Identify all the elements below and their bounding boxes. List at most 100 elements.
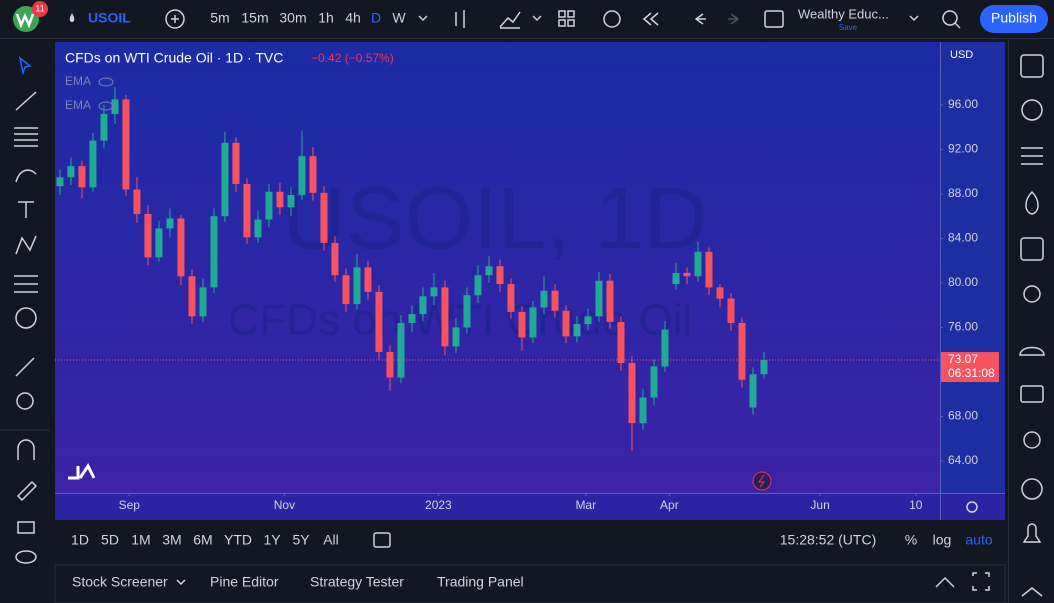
layout-box[interactable]	[764, 10, 784, 28]
range-button[interactable]: All	[323, 532, 339, 548]
data-window[interactable]	[1021, 147, 1043, 165]
chats[interactable]	[1020, 385, 1044, 403]
panel-tab[interactable]: Stock Screener	[72, 574, 168, 590]
notifications[interactable]	[1022, 523, 1042, 543]
brush-tool[interactable]	[15, 169, 37, 183]
price-axis[interactable]	[940, 42, 1005, 493]
time-axis[interactable]	[55, 493, 1005, 520]
left-toolbar	[0, 56, 50, 564]
indicator-name[interactable]: EMA	[65, 74, 91, 88]
candle-body	[507, 284, 515, 312]
range-button[interactable]: 5Y	[292, 532, 310, 548]
ruler-tool[interactable]	[15, 357, 35, 377]
cursor-tool[interactable]	[18, 56, 32, 76]
undo[interactable]	[694, 13, 706, 25]
clock[interactable]: 15:28:52 (UTC)	[780, 532, 876, 548]
range-button[interactable]: 3M	[162, 532, 181, 548]
visibility-icon[interactable]	[98, 101, 114, 111]
replay-icon[interactable]	[642, 12, 659, 26]
candle-body	[188, 276, 196, 317]
candle-body	[606, 280, 614, 322]
plus	[171, 15, 179, 23]
date-range-icon[interactable]	[373, 532, 391, 548]
indicator-name[interactable]: EMA	[65, 98, 91, 112]
candle-body	[287, 195, 295, 208]
candle-body	[705, 251, 713, 288]
interval[interactable]: 4h	[345, 10, 361, 26]
interval[interactable]: 30m	[279, 10, 306, 26]
settings[interactable]	[966, 501, 978, 513]
maximize[interactable]	[972, 572, 990, 591]
scale-option[interactable]: log	[933, 532, 952, 548]
icons-tool[interactable]	[15, 307, 37, 329]
currency[interactable]: USD	[950, 49, 973, 61]
range-button[interactable]: 1D	[71, 532, 89, 548]
interval[interactable]: 1h	[318, 10, 334, 26]
redo[interactable]	[728, 13, 740, 25]
stay-drawing[interactable]	[16, 480, 38, 502]
y-tick-label: 76.00	[948, 320, 978, 334]
publish-button[interactable]	[980, 5, 1048, 33]
candle-body	[243, 183, 251, 238]
tips[interactable]	[1023, 431, 1041, 449]
range-button[interactable]: YTD	[224, 532, 252, 548]
panel-tab[interactable]: Strategy Tester	[310, 574, 404, 590]
candle-body	[727, 298, 735, 324]
chevron[interactable]	[532, 15, 542, 22]
price-change: −0.42 (−0.57%)	[311, 51, 394, 65]
hotlist[interactable]	[1025, 190, 1039, 215]
collapse[interactable]	[935, 576, 955, 588]
alert-icon[interactable]	[603, 10, 621, 28]
indicators-icon[interactable]	[499, 11, 521, 29]
candle-body	[199, 287, 207, 317]
publish-label[interactable]: Publish	[991, 10, 1037, 26]
visibility-icon[interactable]	[98, 77, 114, 87]
zoom-tool[interactable]	[16, 392, 34, 410]
search[interactable]	[942, 10, 958, 26]
range-button[interactable]: 5D	[101, 532, 119, 548]
ideas[interactable]	[1023, 285, 1041, 303]
range-button[interactable]: 6M	[193, 532, 212, 548]
lock-tool[interactable]	[17, 521, 35, 534]
range-button[interactable]: 1Y	[263, 532, 281, 548]
signals[interactable]	[1021, 478, 1043, 500]
prediction-tool[interactable]	[14, 275, 38, 293]
interval[interactable]: 5m	[210, 10, 229, 26]
line-tool[interactable]	[15, 91, 37, 111]
panel-tab[interactable]: Pine Editor	[210, 574, 279, 590]
range-button[interactable]: 1M	[131, 532, 150, 548]
layout-icon[interactable]	[558, 10, 566, 18]
layout-name[interactable]: Wealthy Educ...	[798, 6, 889, 21]
candle-body	[331, 242, 339, 276]
scale-option[interactable]: %	[905, 532, 917, 548]
y-tick-label: 92.00	[948, 142, 978, 156]
top-toolbar	[0, 0, 1054, 38]
watchlist[interactable]	[1020, 54, 1044, 78]
add-symbol[interactable]	[165, 9, 185, 29]
calendar[interactable]	[1020, 237, 1044, 261]
panel-tab[interactable]: Trading Panel	[437, 574, 524, 590]
candle-body	[441, 287, 449, 347]
magnet-tool[interactable]	[17, 439, 35, 460]
hide-tool[interactable]	[15, 550, 37, 564]
text-tool[interactable]	[18, 201, 34, 218]
pattern-tool[interactable]	[15, 235, 37, 255]
x-tick-label: 10	[909, 498, 923, 512]
interval[interactable]: W	[392, 10, 406, 26]
streams[interactable]	[1019, 346, 1045, 356]
symbol[interactable]: USOIL	[88, 10, 131, 26]
candle-body	[617, 321, 625, 364]
interval[interactable]: D	[371, 10, 381, 26]
chevron[interactable]	[418, 15, 428, 22]
more[interactable]	[1021, 587, 1043, 597]
chevron[interactable]	[176, 579, 186, 586]
scale-option[interactable]: auto	[965, 532, 992, 548]
fib-tool[interactable]	[14, 127, 38, 147]
alerts[interactable]	[1021, 99, 1043, 121]
chevron[interactable]	[909, 15, 919, 22]
candle-icon[interactable]	[455, 10, 465, 28]
events-icon[interactable]	[752, 471, 772, 491]
watermark-title: USOIL, 1D	[282, 168, 707, 267]
interval[interactable]: 15m	[241, 10, 268, 26]
